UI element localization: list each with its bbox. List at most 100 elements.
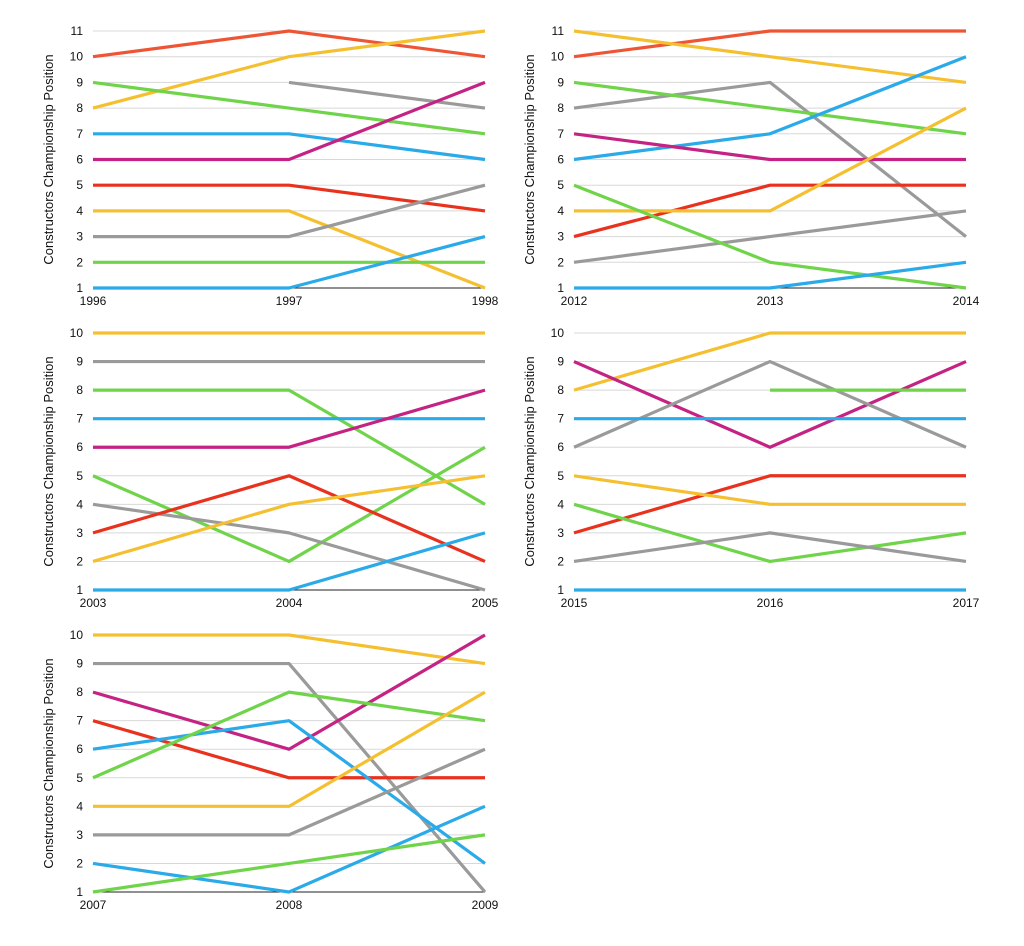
series-line <box>93 531 486 592</box>
series-line <box>92 474 486 563</box>
series-line <box>92 833 486 894</box>
series-line <box>93 132 486 162</box>
series-line <box>573 474 966 506</box>
series-line <box>93 690 486 808</box>
series-line <box>93 209 486 290</box>
chart-panel-2015-2017: 1 2 3 4 5 6 7 8 9 10 2015 2016 2017 Constructors Cham… <box>512 315 1024 620</box>
y-tick-label: 8 <box>76 383 83 397</box>
series-line <box>92 474 486 563</box>
y-tick-label: 3 <box>76 828 83 842</box>
series-line <box>93 235 486 290</box>
y-tick-label: 4 <box>76 497 83 511</box>
chart-panel-2012-2014: 1 2 3 4 5 6 7 8 9 10 11 2012 2013 2014 Constructors Ch… <box>512 0 1024 315</box>
y-axis-title: Constructors Championship Position <box>41 356 56 567</box>
y-tick-label: 3 <box>557 526 564 540</box>
chart-panel-1996-1998: 1 2 3 4 5 6 7 8 9 10 11 1996 1997 1998 Constructors Ch… <box>0 0 512 315</box>
y-tick-label: 1 <box>76 583 83 597</box>
y-tick-label: 10 <box>551 326 565 340</box>
series-line <box>93 388 486 506</box>
y-tick-label: 8 <box>76 685 83 699</box>
y-axis-title: Constructors Championship Position <box>522 356 537 567</box>
y-tick-label: 1 <box>557 281 564 295</box>
y-tick-label: 9 <box>557 75 564 89</box>
y-tick-label: 6 <box>76 742 83 756</box>
y-tick-label: 2 <box>76 255 83 269</box>
y-tick-label: 5 <box>76 469 83 483</box>
series-line <box>573 183 966 239</box>
y-tick-label: 5 <box>76 178 83 192</box>
y-tick-label: 6 <box>557 153 564 167</box>
series-line <box>573 502 967 564</box>
series-line <box>93 80 486 162</box>
x-tick-label: 2008 <box>276 898 303 912</box>
series-line <box>92 804 486 894</box>
y-tick-label: 11 <box>552 24 565 38</box>
y-tick-label: 1 <box>76 281 83 295</box>
y-tick-label: 5 <box>76 771 83 785</box>
y-tick-label: 2 <box>76 856 83 870</box>
y-tick-label: 9 <box>76 75 83 89</box>
y-axis-title: Constructors Championship Position <box>41 54 56 265</box>
y-tick-label: 5 <box>557 469 564 483</box>
y-tick-label: 6 <box>76 153 83 167</box>
series-line <box>92 690 486 780</box>
y-tick-label: 8 <box>557 101 564 115</box>
y-tick-label: 6 <box>557 440 564 454</box>
x-tick-label: 1998 <box>472 294 499 308</box>
y-tick-label: 1 <box>76 885 83 899</box>
x-tick-label: 2009 <box>472 898 499 912</box>
y-tick-label: 2 <box>557 554 564 568</box>
series-line <box>574 260 967 290</box>
line-chart-svg: 1 2 3 4 5 6 7 8 9 10 11 2012 2013 2014 <box>551 24 980 308</box>
y-tick-label: 7 <box>76 714 83 728</box>
y-tick-label: 3 <box>76 230 83 244</box>
series-line <box>573 331 966 392</box>
series-line <box>573 132 966 162</box>
x-tick-label: 2015 <box>561 596 588 610</box>
y-tick-label: 6 <box>76 440 83 454</box>
y-tick-label: 1 <box>557 583 564 597</box>
series-line <box>93 633 486 666</box>
y-tick-label: 4 <box>76 799 83 813</box>
y-tick-label: 4 <box>76 204 83 218</box>
series-line <box>573 183 967 290</box>
y-tick-label: 3 <box>76 526 83 540</box>
y-tick-label: 8 <box>76 101 83 115</box>
y-tick-label: 7 <box>557 127 564 141</box>
y-tick-label: 9 <box>76 657 83 671</box>
x-tick-label: 2013 <box>757 294 784 308</box>
series-line <box>92 633 486 751</box>
y-tick-label: 7 <box>76 412 83 426</box>
x-tick-label: 2012 <box>561 294 588 308</box>
x-tick-label: 2014 <box>953 294 980 308</box>
line-chart-svg: 1 2 3 4 5 6 7 8 9 10 11 1996 1997 1998 <box>70 24 499 308</box>
y-tick-label: 7 <box>557 412 564 426</box>
y-tick-label: 10 <box>70 50 84 64</box>
x-tick-label: 2007 <box>80 898 107 912</box>
x-tick-label: 2016 <box>757 596 784 610</box>
series-line <box>92 719 486 865</box>
series-line <box>93 183 486 213</box>
x-tick-label: 1997 <box>276 294 303 308</box>
y-axis-title: Constructors Championship Position <box>522 54 537 265</box>
y-tick-label: 2 <box>76 554 83 568</box>
series-line <box>92 29 486 110</box>
y-tick-label: 9 <box>557 355 564 369</box>
x-tick-label: 2003 <box>80 596 107 610</box>
series-line <box>288 80 486 110</box>
x-tick-label: 2017 <box>953 596 980 610</box>
y-tick-label: 5 <box>557 178 564 192</box>
line-chart-svg: 1 2 3 4 5 6 7 8 9 10 2007 2008 2009 <box>70 628 499 912</box>
y-tick-label: 4 <box>557 497 564 511</box>
series-line <box>573 474 966 535</box>
y-tick-label: 10 <box>70 628 84 642</box>
y-tick-label: 8 <box>557 383 564 397</box>
line-chart-svg: 1 2 3 4 5 6 7 8 9 10 2015 2016 2017 <box>551 326 980 610</box>
y-tick-label: 7 <box>76 127 83 141</box>
series-line <box>573 29 966 59</box>
y-tick-label: 10 <box>70 326 84 340</box>
y-tick-label: 2 <box>557 255 564 269</box>
series-line <box>573 80 967 136</box>
y-tick-label: 4 <box>557 204 564 218</box>
x-tick-label: 2005 <box>472 596 499 610</box>
